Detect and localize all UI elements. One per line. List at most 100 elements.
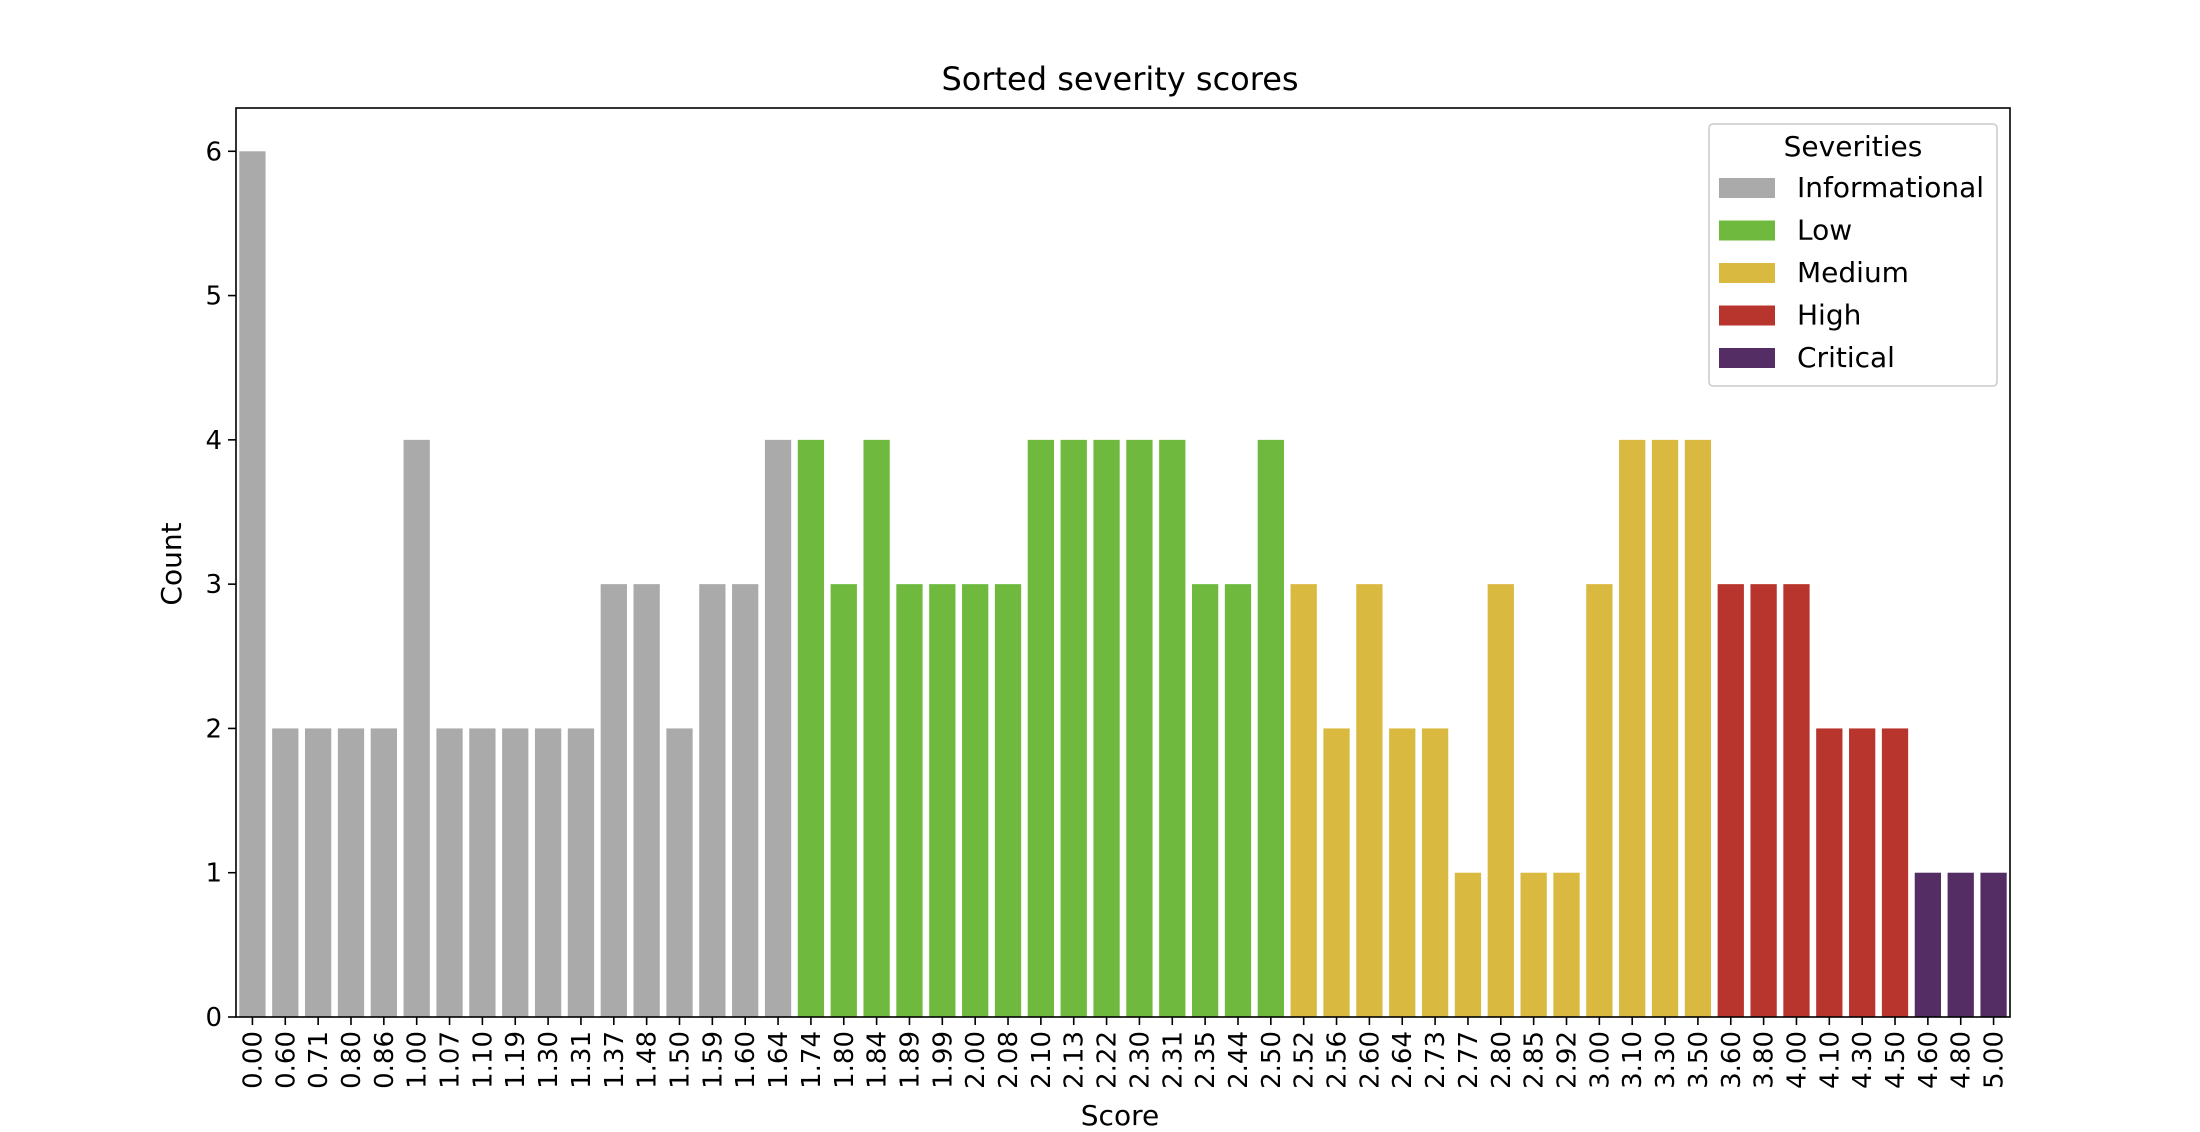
bar-3.00 xyxy=(1586,584,1613,1017)
bar-4.30 xyxy=(1849,728,1876,1017)
bar-1.00 xyxy=(403,439,430,1017)
x-axis: 0.00 0.60 0.71 0.80 0.86 1.00 1.07 1.10 1.19 1.30… xyxy=(238,1017,2010,1089)
bar-1.99 xyxy=(929,584,956,1017)
bar-4.80 xyxy=(1947,872,1974,1017)
y-tick-label: 0 xyxy=(205,1003,222,1033)
x-tick-label: 2.73 xyxy=(1421,1031,1451,1089)
x-tick-label: 2.60 xyxy=(1355,1031,1385,1089)
legend-swatch-low xyxy=(1719,220,1775,241)
x-tick-label: 2.08 xyxy=(994,1031,1024,1089)
bar-0.71 xyxy=(304,728,332,1017)
x-tick-label: 3.10 xyxy=(1618,1031,1648,1089)
x-tick-label: 4.30 xyxy=(1848,1031,1878,1089)
x-tick-label: 2.52 xyxy=(1290,1031,1320,1089)
x-tick-label: 1.74 xyxy=(797,1031,827,1089)
bar-2.00 xyxy=(962,584,989,1017)
x-tick-label: 1.60 xyxy=(731,1031,761,1089)
legend-label-low: Low xyxy=(1797,214,1852,247)
bar-2.92 xyxy=(1553,872,1580,1017)
x-tick-label: 1.84 xyxy=(863,1031,893,1089)
legend-label-informational: Informational xyxy=(1797,171,1984,204)
x-tick-label: 2.77 xyxy=(1454,1031,1484,1089)
bar-1.10 xyxy=(469,728,496,1017)
bar-4.00 xyxy=(1783,584,1810,1017)
x-tick-label: 1.80 xyxy=(830,1031,860,1089)
x-tick-label: 3.60 xyxy=(1717,1031,1747,1089)
legend: Severities Informational Low Medium High Crit… xyxy=(1708,123,1998,387)
x-tick-label: 1.64 xyxy=(764,1031,794,1089)
x-tick-label: 1.07 xyxy=(436,1031,466,1089)
bar-1.19 xyxy=(502,728,529,1017)
x-tick-label: 2.64 xyxy=(1388,1031,1418,1089)
x-tick-label: 2.85 xyxy=(1520,1031,1550,1089)
legend-swatch-medium xyxy=(1719,263,1775,283)
legend-label-high: High xyxy=(1797,299,1861,332)
legend-swatch-high xyxy=(1719,305,1775,326)
y-tick-label: 2 xyxy=(205,714,222,744)
bar-4.50 xyxy=(1881,728,1909,1017)
bar-3.10 xyxy=(1619,439,1646,1017)
y-tick-label: 6 xyxy=(205,137,222,167)
x-tick-label: 2.30 xyxy=(1125,1031,1155,1089)
x-tick-label: 0.86 xyxy=(370,1031,400,1089)
bar-1.64 xyxy=(764,439,792,1017)
bar-1.84 xyxy=(863,439,890,1017)
bar-5.00 xyxy=(1980,872,2007,1017)
y-tick-label: 1 xyxy=(205,859,222,889)
bar-2.31 xyxy=(1159,439,1186,1017)
x-tick-label: 3.50 xyxy=(1684,1031,1714,1089)
bar-2.13 xyxy=(1060,439,1087,1017)
bar-3.60 xyxy=(1717,584,1744,1017)
bar-2.35 xyxy=(1191,584,1219,1017)
x-tick-label: 1.10 xyxy=(468,1031,498,1089)
bar-2.44 xyxy=(1224,584,1252,1017)
bar-3.50 xyxy=(1684,439,1712,1017)
bar-0.80 xyxy=(337,728,365,1017)
bar-2.80 xyxy=(1487,584,1514,1017)
bar-1.89 xyxy=(896,584,923,1017)
bar-1.80 xyxy=(830,584,857,1017)
y-axis-label: Count xyxy=(155,522,188,605)
bar-2.85 xyxy=(1520,872,1547,1017)
x-tick-label: 0.60 xyxy=(271,1031,301,1089)
x-tick-label: 3.00 xyxy=(1585,1031,1615,1089)
x-tick-label: 0.71 xyxy=(304,1031,334,1089)
x-tick-label: 2.13 xyxy=(1060,1031,1090,1089)
legend-label-medium: Medium xyxy=(1797,256,1909,289)
y-tick-label: 5 xyxy=(205,282,222,312)
bar-1.59 xyxy=(699,584,726,1017)
bar-1.74 xyxy=(797,439,825,1017)
x-tick-label: 2.50 xyxy=(1257,1031,1287,1089)
bar-2.30 xyxy=(1126,439,1153,1017)
x-axis-label: Score xyxy=(1081,1099,1159,1132)
x-tick-label: 3.80 xyxy=(1750,1031,1780,1089)
x-tick-label: 4.50 xyxy=(1881,1031,1911,1089)
bar-0.86 xyxy=(370,728,397,1017)
x-tick-label: 1.50 xyxy=(666,1031,696,1089)
bar-2.60 xyxy=(1356,584,1383,1017)
bar-4.60 xyxy=(1914,872,1942,1017)
bar-0.60 xyxy=(272,728,299,1017)
x-tick-label: 1.19 xyxy=(501,1031,531,1089)
bar-1.37 xyxy=(600,584,627,1017)
bar-2.52 xyxy=(1290,584,1317,1017)
x-tick-label: 0.80 xyxy=(337,1031,367,1089)
x-tick-label: 2.44 xyxy=(1224,1031,1254,1089)
x-tick-label: 1.89 xyxy=(895,1031,925,1089)
chart-title: Sorted severity scores xyxy=(941,60,1298,98)
x-tick-label: 4.80 xyxy=(1947,1031,1977,1089)
x-tick-label: 1.48 xyxy=(633,1031,663,1089)
bar-4.10 xyxy=(1816,728,1843,1017)
x-tick-label: 2.92 xyxy=(1553,1031,1583,1089)
x-tick-label: 4.00 xyxy=(1782,1031,1812,1089)
x-tick-label: 2.31 xyxy=(1158,1031,1188,1089)
bar-2.64 xyxy=(1389,728,1416,1017)
x-tick-label: 2.35 xyxy=(1191,1031,1221,1089)
bar-2.10 xyxy=(1027,439,1055,1017)
x-tick-label: 2.22 xyxy=(1093,1031,1123,1089)
bar-3.80 xyxy=(1750,584,1777,1017)
legend-swatch-critical xyxy=(1719,348,1775,368)
x-tick-label: 1.59 xyxy=(698,1031,728,1089)
bar-1.31 xyxy=(567,728,595,1017)
